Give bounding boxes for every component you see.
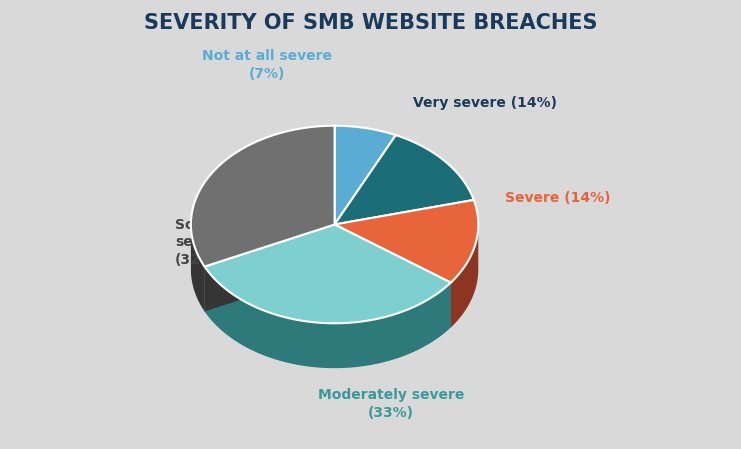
Polygon shape: [335, 224, 451, 327]
Text: SEVERITY OF SMB WEBSITE BREACHES: SEVERITY OF SMB WEBSITE BREACHES: [144, 13, 597, 34]
Text: Severe (14%): Severe (14%): [505, 190, 611, 205]
Polygon shape: [335, 126, 396, 224]
Polygon shape: [205, 224, 451, 323]
Polygon shape: [205, 267, 451, 368]
Polygon shape: [335, 224, 451, 327]
Polygon shape: [191, 225, 205, 312]
Polygon shape: [335, 200, 478, 282]
Text: Moderately severe
(33%): Moderately severe (33%): [317, 388, 464, 420]
Text: Very severe (14%): Very severe (14%): [413, 96, 557, 110]
Polygon shape: [205, 224, 335, 312]
Polygon shape: [451, 224, 478, 327]
Text: Not at all severe
(7%): Not at all severe (7%): [202, 49, 332, 81]
Polygon shape: [335, 135, 473, 224]
Polygon shape: [205, 224, 335, 312]
Polygon shape: [191, 126, 335, 267]
Text: Somewhat
severe
(32%): Somewhat severe (32%): [175, 218, 258, 267]
